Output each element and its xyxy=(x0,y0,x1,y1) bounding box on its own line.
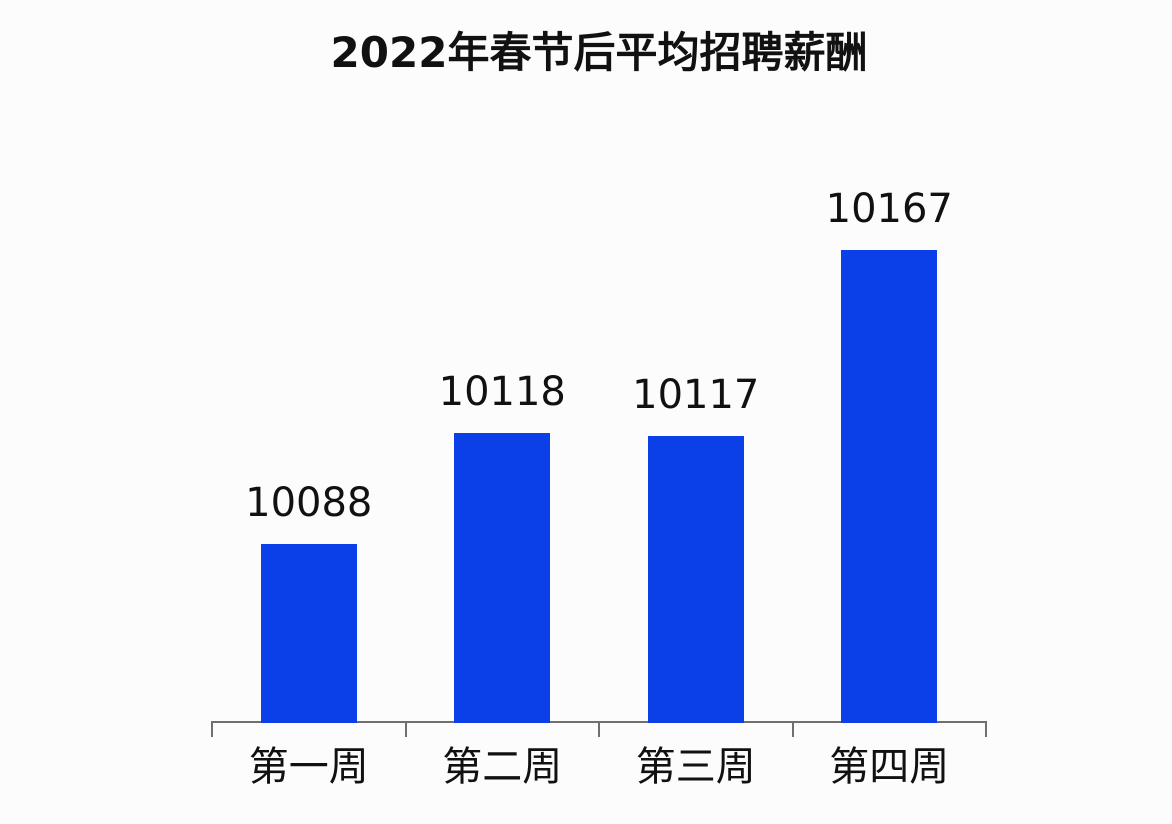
x-axis-label: 第四周 xyxy=(829,744,950,790)
x-axis-tick xyxy=(985,721,987,737)
value-label: 10118 xyxy=(438,369,566,415)
x-axis-tick xyxy=(598,721,600,737)
bar-第三周 xyxy=(647,436,744,723)
value-label: 10167 xyxy=(825,186,953,232)
bar-第一周 xyxy=(260,544,357,723)
x-axis-label: 第二周 xyxy=(442,744,563,790)
bar-第二周 xyxy=(454,433,551,723)
x-axis-tick xyxy=(404,721,407,737)
chart-title: 2022年春节后平均招聘薪酬 xyxy=(330,28,868,77)
x-axis-label: 第三周 xyxy=(635,744,756,790)
x-axis-label: 第一周 xyxy=(248,744,369,790)
value-label: 10088 xyxy=(245,480,373,526)
bar-第四周 xyxy=(841,250,938,723)
value-label: 10117 xyxy=(632,372,760,418)
x-axis-tick xyxy=(211,721,213,737)
x-axis-tick xyxy=(791,721,794,737)
